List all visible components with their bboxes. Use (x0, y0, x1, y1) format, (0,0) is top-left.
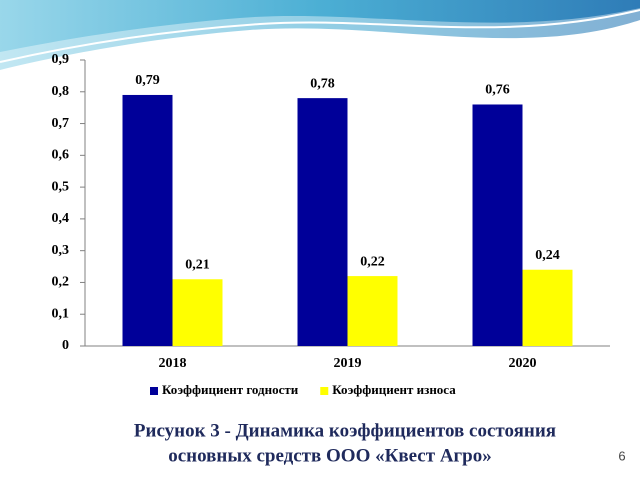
bar (122, 94, 173, 346)
y-tick-label: 0,7 (52, 116, 70, 131)
wave-line (0, 9, 640, 63)
legend-swatch (320, 387, 329, 395)
chart: 0 0,1 0,2 0,3 0,4 0,5 0,6 0,7 0,8 0,9 2018 0,79 0,21… (52, 52, 610, 397)
value-label: 0,78 (310, 76, 335, 91)
y-tick-label: 0,6 (52, 148, 70, 163)
y-tick-label: 0,4 (52, 211, 70, 226)
bar (522, 269, 573, 346)
y-tick-label: 0,1 (52, 306, 70, 321)
y-tick-label: 0,9 (52, 52, 70, 67)
value-label: 0,79 (135, 73, 160, 88)
legend-swatch (150, 387, 158, 395)
value-label: 0,21 (185, 257, 210, 272)
value-label: 0,22 (360, 254, 385, 269)
y-tick-label: 0,3 (52, 243, 70, 258)
value-label: 0,76 (485, 83, 510, 98)
legend-label: Коэффициент износа (332, 382, 456, 397)
x-tick-label: 2019 (334, 356, 362, 371)
wave-decoration (0, 0, 640, 52)
bar (172, 279, 223, 346)
bar (347, 276, 398, 346)
legend-label: Коэффициент годности (162, 382, 299, 397)
bar (472, 104, 523, 346)
x-tick-label: 2020 (509, 356, 537, 371)
y-tick-label: 0 (62, 338, 69, 353)
caption: основных средств ООО «Квест Агро» (168, 445, 492, 466)
page-number: 6 (618, 448, 625, 463)
x-tick-label: 2018 (159, 356, 187, 371)
value-label: 0,24 (535, 248, 560, 263)
caption: Рисунок 3 - Динамика коэффициентов состо… (134, 420, 556, 441)
y-tick-label: 0,8 (52, 84, 70, 99)
y-tick-label: 0,5 (52, 179, 70, 194)
bar (297, 98, 348, 346)
y-tick-label: 0,2 (52, 275, 70, 290)
